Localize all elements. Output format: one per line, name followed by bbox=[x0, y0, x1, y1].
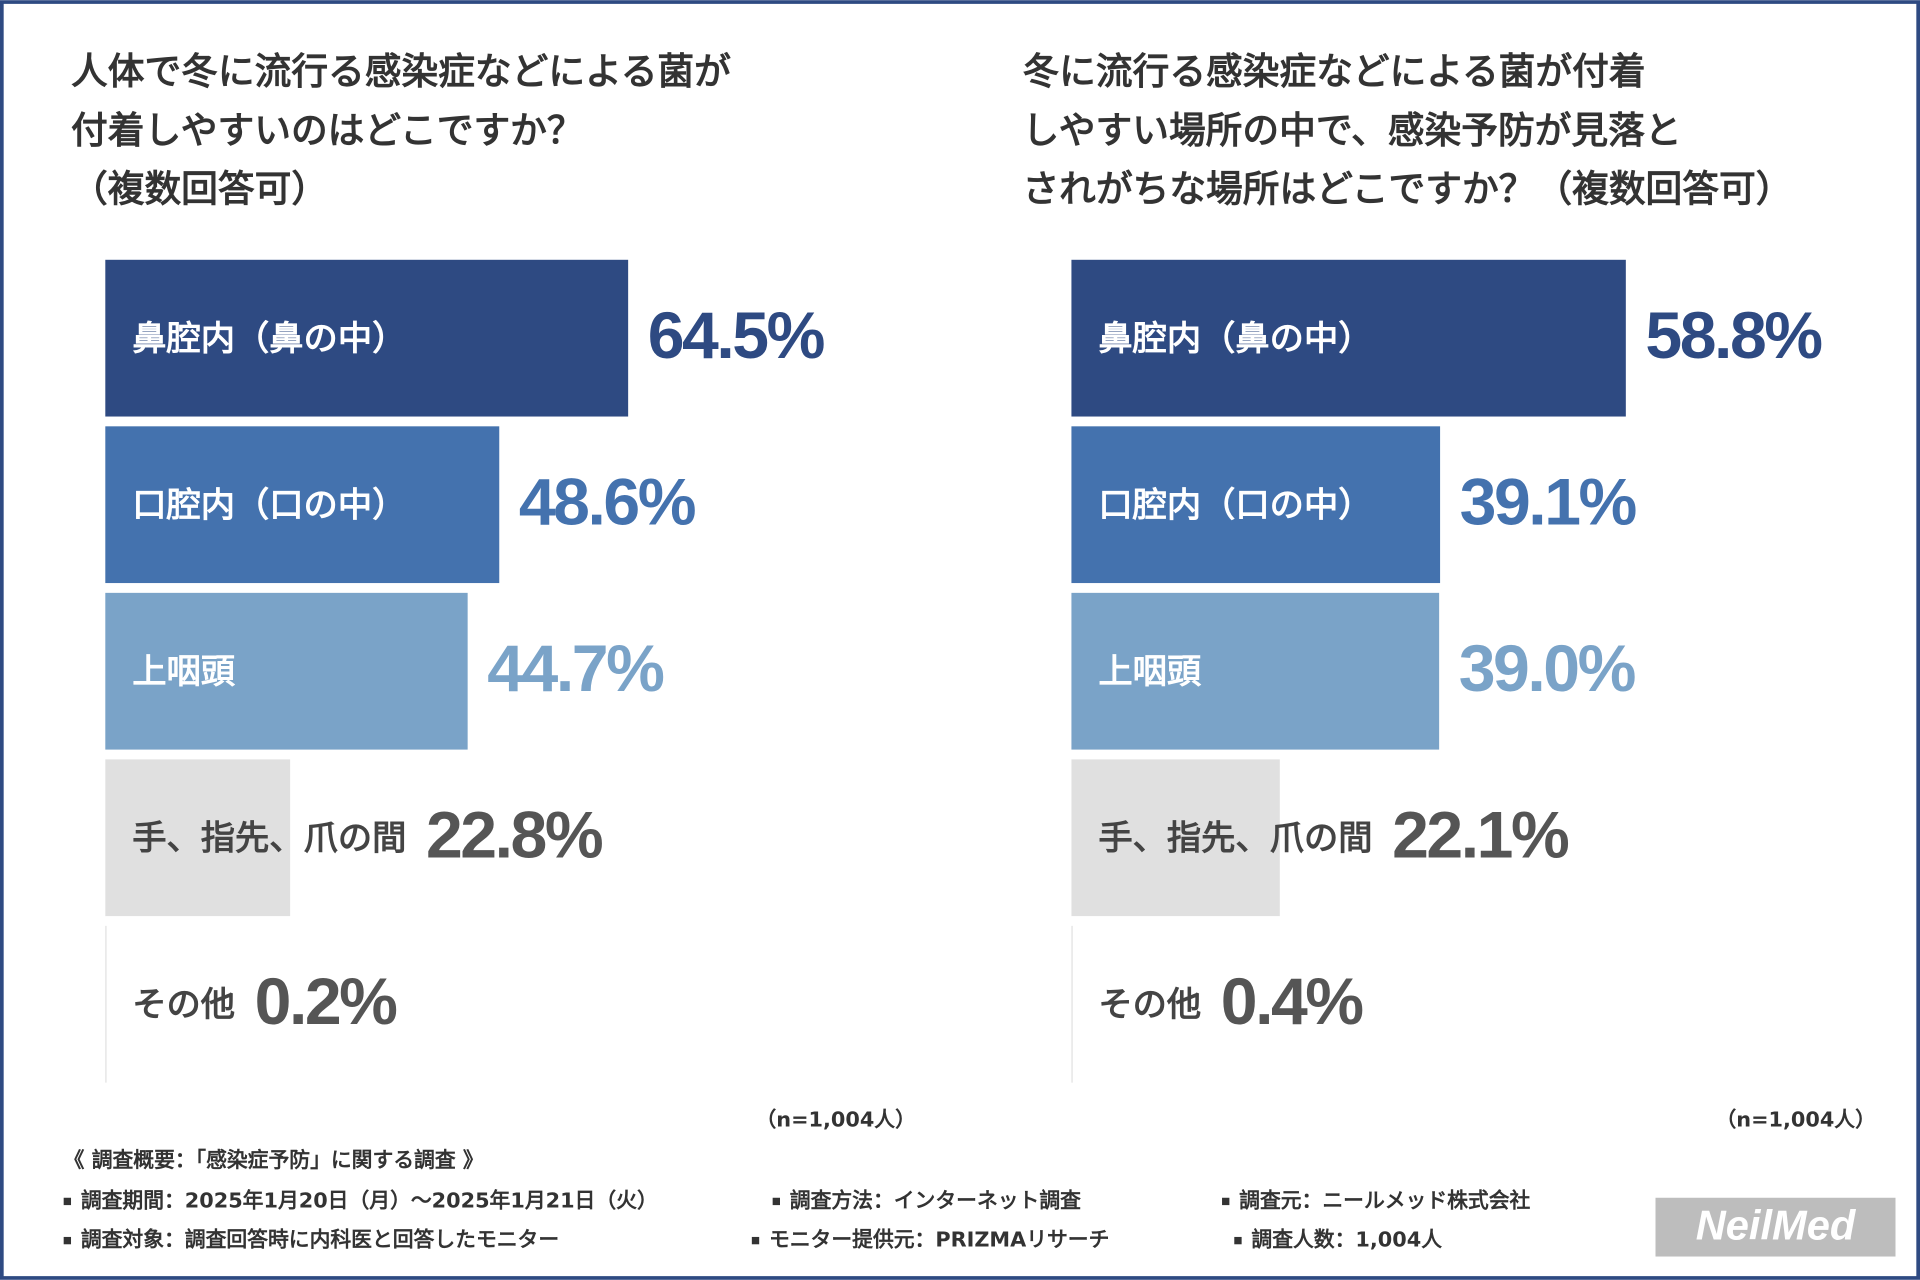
footer-item: 調査期間：2025年1月20日（月）～2025年1月21日（火） bbox=[81, 1188, 658, 1212]
category-label: 鼻腔内（鼻の中） bbox=[1098, 319, 1372, 359]
bullet bbox=[751, 1236, 760, 1245]
logo: NeilMed bbox=[1696, 1201, 1857, 1248]
category-label: 口腔内（口の中） bbox=[1098, 486, 1372, 526]
bar bbox=[1071, 925, 1076, 1083]
value-label: 0.4% bbox=[1221, 965, 1364, 1039]
value-label: 58.8% bbox=[1645, 299, 1822, 373]
value-label: 64.5% bbox=[648, 299, 825, 373]
footer-item: 調査元：ニールメッド株式会社 bbox=[1239, 1188, 1530, 1212]
value-label: 22.8% bbox=[426, 799, 603, 873]
footer-item: 調査方法：インターネット調査 bbox=[790, 1188, 1081, 1212]
sample-note: （n=1,004人） bbox=[1716, 1108, 1876, 1132]
category-label: 鼻腔内（鼻の中） bbox=[132, 319, 406, 359]
bar bbox=[105, 759, 291, 917]
chart-title: しやすい場所の中で、感染予防が見落と bbox=[1022, 109, 1681, 152]
category-label: 上咽頭 bbox=[1098, 652, 1202, 692]
footer-item: 調査人数：1,004人 bbox=[1251, 1228, 1442, 1252]
bar bbox=[1071, 259, 1626, 417]
bar bbox=[1071, 592, 1440, 750]
value-label: 0.2% bbox=[255, 965, 398, 1039]
value-label: 48.6% bbox=[519, 466, 696, 540]
category-label: 手、指先、爪の間 bbox=[1098, 819, 1372, 859]
category-label: その他 bbox=[132, 985, 235, 1025]
bar bbox=[105, 592, 468, 750]
footer-heading: 《 調査概要：「感染症予防」に関する調査 》 bbox=[64, 1148, 484, 1172]
chart-title: 冬に流行る感染症などによる菌が付着 bbox=[1022, 50, 1645, 93]
value-label: 22.1% bbox=[1392, 799, 1569, 873]
footer-item: 調査対象：調査回答時に内科医と回答したモニター bbox=[81, 1228, 559, 1252]
category-label: 口腔内（口の中） bbox=[132, 486, 406, 526]
bar bbox=[1071, 759, 1280, 917]
category-label: 上咽頭 bbox=[132, 652, 236, 692]
bullet bbox=[1234, 1236, 1242, 1245]
chart-title: 付着しやすいのはどこですか？ bbox=[71, 109, 584, 152]
bullet bbox=[1222, 1197, 1230, 1206]
bullet bbox=[772, 1197, 780, 1206]
value-label: 44.7% bbox=[487, 632, 664, 706]
category-label: その他 bbox=[1098, 985, 1201, 1025]
bar bbox=[105, 259, 629, 417]
bar bbox=[1071, 426, 1441, 584]
value-label: 39.1% bbox=[1460, 466, 1637, 540]
bar bbox=[105, 426, 500, 584]
chart-title: 人体で冬に流行る感染症などによる菌が bbox=[71, 50, 731, 93]
logo-box bbox=[1655, 1197, 1896, 1257]
chart-title: されがちな場所はどこですか？（複数回答可） bbox=[1022, 168, 1792, 211]
chart-title: （複数回答可） bbox=[71, 168, 328, 211]
footer-item: モニター提供元：PRIZMAリサーチ bbox=[769, 1228, 1109, 1252]
sample-note: （n=1,004人） bbox=[756, 1108, 916, 1132]
category-label: 手、指先、爪の間 bbox=[132, 819, 406, 859]
bullet bbox=[63, 1197, 72, 1206]
value-label: 39.0% bbox=[1459, 632, 1636, 706]
bullet bbox=[63, 1236, 72, 1245]
